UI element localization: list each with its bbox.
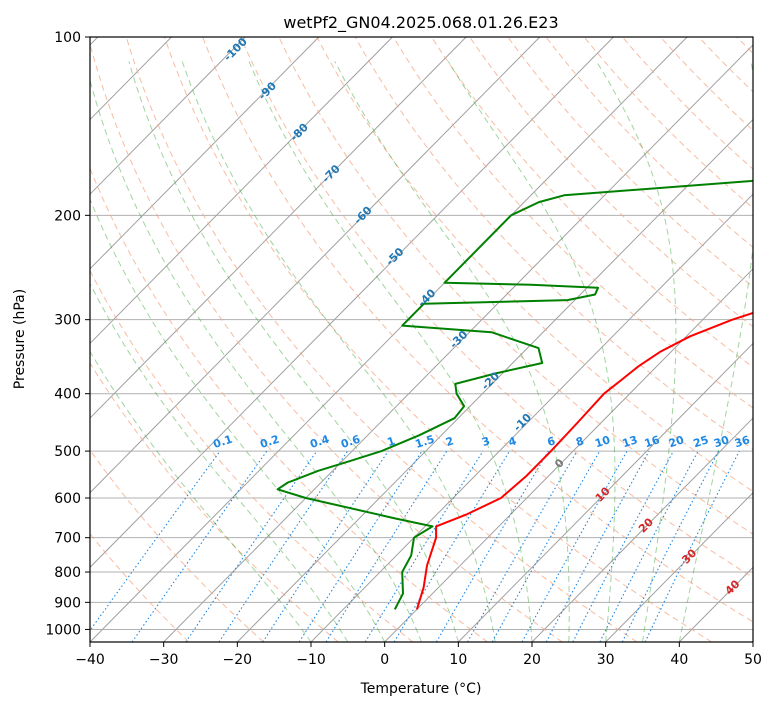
- dry-adiabat-line: [699, 37, 775, 642]
- mixing-ratio-label: 0.1: [212, 433, 235, 451]
- mixing-ratio-line: [522, 451, 627, 642]
- moist-adiabat-line: [129, 62, 458, 643]
- dry-adiabat-line: [0, 37, 338, 642]
- dry-adiabat-line: [432, 37, 775, 642]
- mixing-ratio-line: [436, 451, 548, 642]
- series-layer: [278, 37, 775, 609]
- mixing-ratio-label: 10: [593, 433, 612, 450]
- y-tick-label: 300: [54, 313, 81, 329]
- moist-adiabat-label: -90: [256, 79, 279, 102]
- dry-adiabat-line: [12, 37, 413, 642]
- dry-adiabat-line: [661, 37, 775, 642]
- dewpoint-profile-line: [278, 37, 775, 609]
- moist-adiabat-line: [335, 62, 569, 643]
- dry-adiabat-line: [546, 37, 775, 642]
- mixing-ratio-label: 13: [621, 433, 640, 450]
- x-tick-label: −30: [149, 652, 179, 668]
- dry-adiabat-label: 20: [636, 515, 656, 535]
- mixing-ratio-label: 16: [643, 433, 662, 450]
- y-tick-label: 1000: [45, 622, 81, 638]
- moist-adiabat-label: -10: [511, 411, 534, 434]
- y-tick-label: 200: [54, 208, 81, 224]
- mixing-ratio-line: [326, 451, 447, 642]
- mixing-ratio-label: 0.6: [339, 432, 362, 450]
- dry-adiabat-line: [50, 37, 488, 642]
- dry-adiabat-label: 10: [593, 484, 613, 504]
- x-axis-label: Temperature (°C): [360, 681, 482, 697]
- x-tick-label: 20: [523, 652, 541, 668]
- x-tick-label: 30: [597, 652, 615, 668]
- dry-adiabat-line: [0, 37, 264, 642]
- mixing-ratio-line: [299, 451, 422, 642]
- mixing-ratio-label: 2: [444, 434, 455, 449]
- y-tick-label: 100: [54, 30, 81, 46]
- mixing-ratio-line: [219, 451, 348, 642]
- x-tick-label: 10: [449, 652, 467, 668]
- mixing-ratio-line: [492, 451, 599, 642]
- dry-adiabat-line: [737, 37, 775, 642]
- mixing-ratio-label: 3: [480, 434, 491, 449]
- dry-adiabat-line: [317, 37, 775, 642]
- y-tick-label: 500: [54, 444, 81, 460]
- x-tick-label: −20: [223, 652, 253, 668]
- x-tick-label: −40: [75, 652, 105, 668]
- mixing-ratio-label: 6: [546, 434, 558, 449]
- isotherm-line: [311, 37, 775, 642]
- background-lines: [0, 37, 775, 642]
- moist-adiabat-label: -100: [221, 35, 250, 64]
- isotherm-line: [90, 37, 687, 642]
- mixing-ratio-label: 4: [507, 434, 519, 449]
- isotherm-line: [0, 37, 392, 642]
- y-tick-label: 600: [54, 491, 81, 507]
- moist-adiabat-line: [448, 62, 615, 643]
- isotherm-line: [458, 37, 775, 642]
- isotherm-line: [532, 37, 775, 642]
- mixing-ratio-label: 0.2: [258, 433, 281, 451]
- mixing-ratio-label: 8: [574, 434, 585, 449]
- moist-adiabat-label: -80: [288, 121, 311, 144]
- y-axis-label: Pressure (hPa): [12, 289, 28, 389]
- moist-adiabat-label: -40: [415, 286, 438, 309]
- mixing-ratio-label: 0.4: [308, 432, 331, 450]
- mixing-ratio-label: 30: [712, 433, 731, 450]
- mixing-ratio-label: 20: [667, 433, 686, 450]
- y-tick-label: 700: [54, 531, 81, 547]
- moist-adiabat-line: [17, 62, 348, 643]
- y-tick-label: 800: [54, 565, 81, 581]
- x-tick-label: 0: [380, 652, 389, 668]
- x-tick-label: −10: [296, 652, 326, 668]
- dry-adiabat-label: 0: [552, 456, 567, 471]
- x-tick-label: 50: [744, 652, 762, 668]
- dry-adiabat-line: [279, 37, 775, 642]
- moist-adiabat-line: [48, 62, 384, 643]
- moist-adiabat-line: [597, 62, 676, 643]
- isotherm-line: [753, 37, 775, 642]
- chart-title: wetPf2_GN04.2025.068.01.26.E23: [283, 13, 558, 33]
- y-tick-label: 900: [54, 595, 81, 611]
- mixing-ratio-line: [573, 451, 674, 642]
- y-tick-label: 400: [54, 387, 81, 403]
- dry-adiabat-line: [126, 37, 637, 642]
- mixing-ratio-line: [394, 451, 509, 642]
- moist-adiabat-line: [249, 62, 532, 643]
- mixing-ratio-label: 25: [692, 433, 711, 450]
- moist-adiabat-label: -50: [383, 245, 406, 268]
- x-tick-label: 40: [670, 652, 688, 668]
- mixing-ratio-line: [365, 451, 483, 642]
- mixing-ratio-label: 1: [385, 434, 396, 449]
- plot-frame: [90, 37, 753, 642]
- dry-adiabat-line: [165, 37, 712, 642]
- isotherm-line: [16, 37, 613, 642]
